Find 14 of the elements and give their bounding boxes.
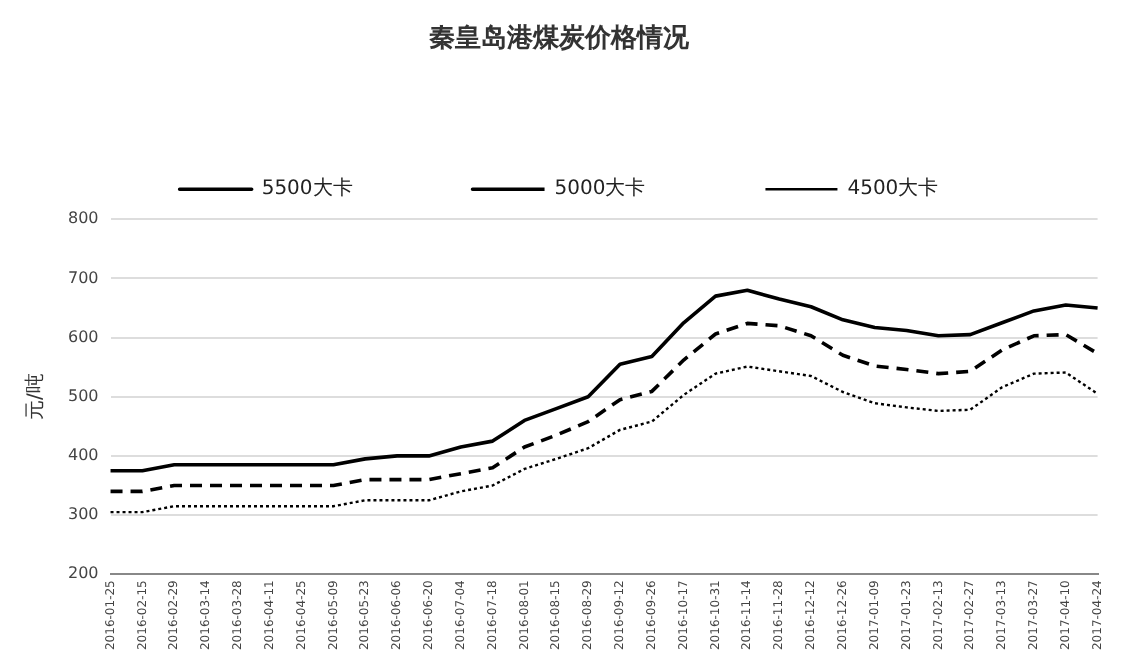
- line-series: [109, 365, 1099, 514]
- y-tick-label: 700: [67, 268, 99, 287]
- y-tick-label: 300: [67, 505, 99, 524]
- y-axis-title: 元/吨: [23, 373, 48, 421]
- y-tick-label: 500: [67, 386, 99, 405]
- line-series: [108, 321, 1100, 494]
- chart-title: 秦皇岛港煤炭价格情况: [429, 22, 691, 53]
- y-tick-label: 600: [67, 327, 99, 346]
- legend-label: 5000大卡: [554, 176, 646, 201]
- y-tick-label: 800: [67, 209, 99, 228]
- y-tick-label: 200: [67, 564, 99, 583]
- legend-label: 5500大卡: [261, 176, 353, 201]
- legend-label: 4500大卡: [847, 176, 939, 201]
- y-tick-label: 400: [67, 446, 99, 465]
